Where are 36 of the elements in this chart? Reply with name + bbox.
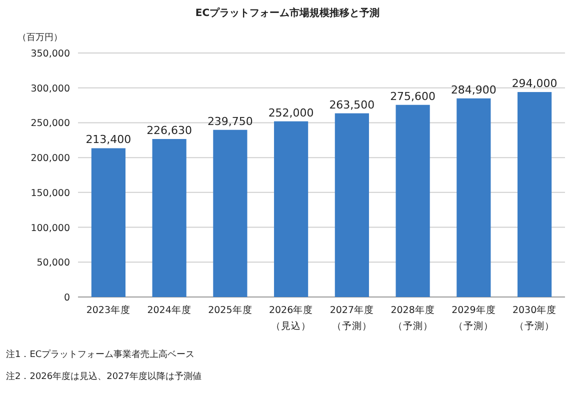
text: 注2．2026年度は見込、2027年度以降は予測値 <box>6 371 202 382</box>
x-tick-label: 2029年度（予測） <box>452 304 496 332</box>
data-label: 226,630 <box>146 124 192 138</box>
x-tick-label: 2024年度 <box>147 304 192 316</box>
x-tick-label: 2028年度（予測） <box>390 304 435 332</box>
y-tick-label: 50,000 <box>36 258 70 269</box>
y-tick-label: 200,000 <box>30 153 70 164</box>
y-tick-label: 300,000 <box>30 83 70 94</box>
data-label: 263,500 <box>329 98 375 112</box>
y-tick-label: 150,000 <box>30 188 70 199</box>
bar <box>334 113 369 297</box>
x-tick-label: 2027年度（予測） <box>330 304 374 332</box>
chart-title: ECプラットフォーム市場規模推移と予測 <box>195 7 380 19</box>
y-axis-title: （百万円） <box>18 33 62 43</box>
data-label: 252,000 <box>268 106 314 120</box>
bar <box>274 121 308 297</box>
y-tick-label: 0 <box>64 292 70 304</box>
data-label: 239,750 <box>207 114 253 128</box>
x-tick-label: 2023年度 <box>86 304 131 316</box>
bar <box>518 92 552 297</box>
bar <box>213 130 248 297</box>
x-tick-label: 2030年度（予測） <box>512 304 557 332</box>
data-label: 294,000 <box>512 77 558 90</box>
data-label: 284,900 <box>450 83 496 96</box>
y-tick-label: 250,000 <box>30 118 70 130</box>
bar <box>91 148 126 297</box>
data-label: 275,600 <box>390 90 436 103</box>
y-tick-label: 100,000 <box>30 222 70 234</box>
bar <box>456 98 491 297</box>
bar <box>152 139 186 297</box>
x-tick-label: 2026年度（見込） <box>268 304 314 332</box>
bar <box>396 104 430 297</box>
data-label: 213,400 <box>86 133 132 146</box>
text: 注1．ECプラットフォーム事業者売上高ベース <box>6 349 195 360</box>
y-tick-label: 350,000 <box>30 48 70 60</box>
x-tick-label: 2025年度 <box>208 304 252 316</box>
